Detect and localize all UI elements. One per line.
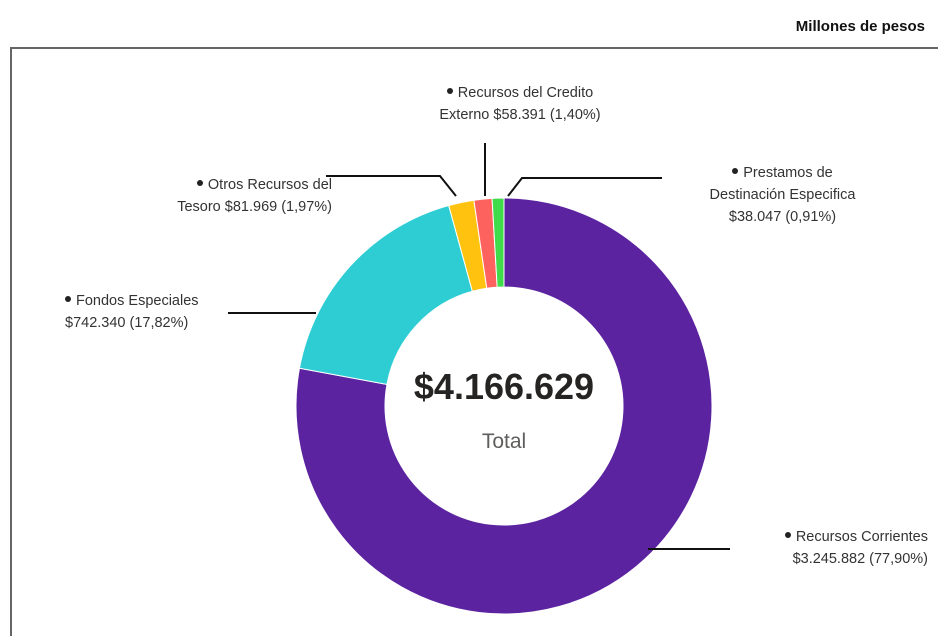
header: Millones de pesos xyxy=(795,18,925,35)
category-name: Recursos Corrientes xyxy=(795,529,928,545)
donut-segment xyxy=(295,197,713,615)
category-name: Fondos Especiales xyxy=(76,293,199,309)
category-name: Recursos del Credito Externo xyxy=(439,85,594,123)
category-name: Prestamos de Destinación Especifica xyxy=(709,165,856,203)
leader-line xyxy=(507,177,662,197)
bullet xyxy=(65,296,71,303)
data-label: Fondos Especiales $742.340 (17,82%) xyxy=(65,290,240,334)
data-label: Otros Recursos del Tesoro $81.969 (1,97%… xyxy=(157,174,332,218)
value-label: $742.340 (17,82%) xyxy=(65,315,189,331)
value-label: $81.969 (1,97%) xyxy=(224,199,332,215)
data-label: Recursos del Credito Externo $58.391 (1,… xyxy=(430,82,610,126)
bullet xyxy=(196,180,203,187)
data-label: Prestamos de Destinación Especifica $38.… xyxy=(695,162,870,228)
total-value: $4.166.629 xyxy=(413,366,595,407)
value-label: $3.245.882 (77,90%) xyxy=(792,551,928,567)
bullet xyxy=(446,88,453,95)
total-label: Total xyxy=(481,430,527,453)
data-label: Recursos Corrientes $3.245.882 (77,90%) xyxy=(743,526,928,570)
value-label: $38.047 (0,91%) xyxy=(728,209,837,225)
leader-line xyxy=(326,175,457,197)
value-label: $58.391 (1,40%) xyxy=(493,107,601,123)
category-name: Otros Recursos del Tesoro xyxy=(177,177,332,215)
frame xyxy=(10,47,938,636)
donut-segment xyxy=(491,197,505,288)
donut-segment xyxy=(298,204,473,386)
bullet xyxy=(784,532,791,539)
bullet xyxy=(732,168,739,175)
